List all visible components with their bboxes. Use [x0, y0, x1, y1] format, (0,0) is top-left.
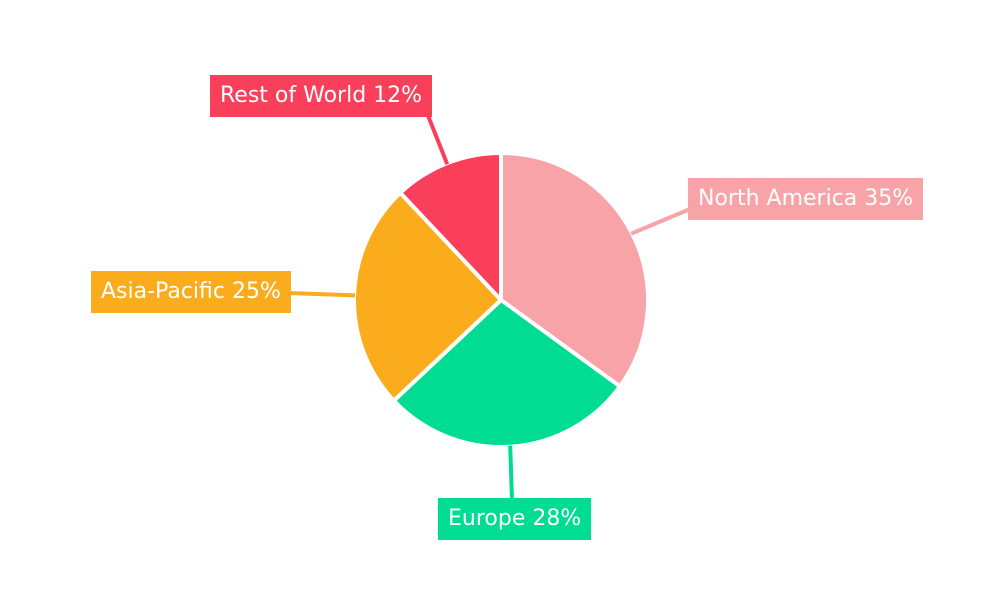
leader-line-europe	[508, 445, 514, 501]
leader-line-rest-of-world	[425, 112, 450, 165]
pie-label-europe: Europe 28%	[438, 498, 592, 540]
leader-line-north-america	[630, 205, 696, 236]
pie-label-north-america: North America 35%	[688, 178, 924, 220]
pie-label-asia-pacific: Asia-Pacific 25%	[91, 271, 291, 313]
pie-label-rest-of-world: Rest of World 12%	[210, 75, 433, 117]
leader-line-asia-pacific	[287, 291, 356, 298]
